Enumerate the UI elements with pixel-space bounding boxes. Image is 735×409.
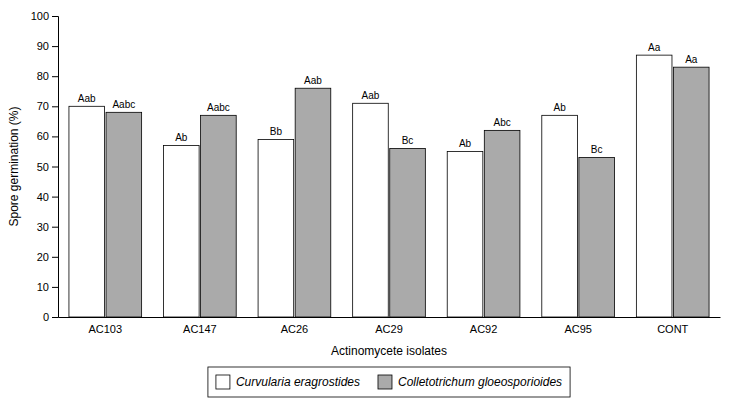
bar-annotation: Ab <box>553 102 566 113</box>
y-tick: 60 <box>37 130 58 142</box>
y-tick: 70 <box>37 100 58 112</box>
bar-annotation: Bc <box>591 144 603 155</box>
y-tick-label: 40 <box>37 191 49 203</box>
x-tick-label: AC29 <box>375 323 403 335</box>
y-tick-mark <box>52 257 58 258</box>
y-tick-label: 50 <box>37 161 49 173</box>
bar-annotation: Aa <box>648 42 661 53</box>
y-tick-label: 30 <box>37 221 49 233</box>
y-tick-mark <box>52 106 58 107</box>
x-tick: AC29 <box>375 323 403 335</box>
y-tick-label: 60 <box>37 130 49 142</box>
y-tick: 50 <box>37 161 58 173</box>
y-tick-label: 20 <box>37 251 49 263</box>
y-tick-label: 80 <box>37 70 49 82</box>
bar <box>484 130 520 317</box>
y-tick: 100 <box>31 10 58 22</box>
bar <box>69 106 105 317</box>
bar <box>447 151 483 317</box>
legend-label: Colletotrichum gloeosporioides <box>398 375 562 389</box>
x-axis-title: Actinomycete isolates <box>331 344 447 358</box>
bar <box>673 67 709 317</box>
bar <box>579 157 615 317</box>
bar <box>106 112 142 317</box>
y-tick: 90 <box>37 40 58 52</box>
y-axis-title: Spore germination (%) <box>7 106 21 226</box>
y-tick: 40 <box>37 191 58 203</box>
x-axis-line <box>59 317 721 318</box>
bar <box>636 55 672 317</box>
legend-frame <box>208 367 570 397</box>
bar <box>390 148 426 317</box>
plot-area: Aab Ab Bb Aab Ab Ab Aa Aabc Aabc Aab Bc Abc Bc Aa 0 10 2… <box>7 10 721 358</box>
y-tick-mark <box>52 16 58 17</box>
y-tick-mark <box>52 197 58 198</box>
y-tick-label: 70 <box>37 100 49 112</box>
bar <box>164 145 200 317</box>
bar <box>201 115 237 317</box>
bar-annotation: Bc <box>402 135 414 146</box>
legend-item: Colletotrichum gloeosporioides <box>378 375 562 389</box>
x-tick-label: AC147 <box>183 323 217 335</box>
y-tick: 10 <box>37 281 58 293</box>
x-tick: AC92 <box>470 323 498 335</box>
y-tick-label: 0 <box>43 311 49 323</box>
x-tick: CONT <box>657 323 688 335</box>
y-tick-mark <box>52 167 58 168</box>
y-tick-label: 90 <box>37 40 49 52</box>
x-tick: AC103 <box>88 323 122 335</box>
x-tick-label: AC95 <box>564 323 592 335</box>
bar <box>353 103 389 317</box>
y-tick-mark <box>52 76 58 77</box>
legend-swatch <box>216 375 230 389</box>
y-tick-mark <box>52 136 58 137</box>
x-tick: AC95 <box>564 323 592 335</box>
bar-annotations: Aab Ab Bb Aab Ab Ab Aa Aabc Aabc Aab Bc Abc Bc Aa <box>78 42 698 155</box>
chart: Aab Ab Bb Aab Ab Ab Aa Aabc Aabc Aab Bc Abc Bc Aa 0 10 2… <box>0 0 735 409</box>
x-tick-label: AC92 <box>470 323 498 335</box>
y-tick-mark <box>52 227 58 228</box>
bar-annotation: Aabc <box>207 102 230 113</box>
bar-annotation: Ab <box>175 132 188 143</box>
y-tick: 30 <box>37 221 58 233</box>
bar <box>542 115 578 317</box>
x-axis: AC103 AC147 AC26 AC29 AC92 AC95 CONT <box>59 318 721 335</box>
bar-annotation: Aab <box>304 75 322 86</box>
bar <box>258 139 294 317</box>
bar-annotation: Aab <box>78 93 96 104</box>
bar-series <box>106 67 709 317</box>
y-tick-mark <box>52 317 58 318</box>
bars <box>69 55 709 317</box>
bar-annotation: Aabc <box>112 99 135 110</box>
legend-item: Curvularia eragrostides <box>216 375 360 389</box>
x-tick: AC26 <box>281 323 309 335</box>
y-tick: 0 <box>43 311 58 323</box>
x-tick-label: CONT <box>657 323 688 335</box>
legend: Curvularia eragrostides Colletotrichum gl… <box>208 367 570 397</box>
bar-annotation: Aa <box>685 54 698 65</box>
bar-annotation: Bb <box>270 126 283 137</box>
y-tick-mark <box>52 46 58 47</box>
y-tick-label: 100 <box>31 10 49 22</box>
x-tick-label: AC26 <box>281 323 309 335</box>
y-axis: 0 10 20 30 40 50 60 70 80 90 100 <box>31 10 59 323</box>
bar-series <box>69 55 672 317</box>
y-tick-label: 10 <box>37 281 49 293</box>
bar-annotation: Ab <box>459 138 472 149</box>
y-tick: 20 <box>37 251 58 263</box>
y-axis-line <box>52 17 59 318</box>
y-tick-mark <box>52 287 58 288</box>
bar <box>295 88 331 317</box>
x-tick: AC147 <box>183 323 217 335</box>
legend-swatch <box>378 375 392 389</box>
x-tick-label: AC103 <box>88 323 122 335</box>
y-tick: 80 <box>37 70 58 82</box>
bar-annotation: Abc <box>493 117 510 128</box>
legend-label: Curvularia eragrostides <box>236 375 360 389</box>
bar-annotation: Aab <box>362 90 380 101</box>
